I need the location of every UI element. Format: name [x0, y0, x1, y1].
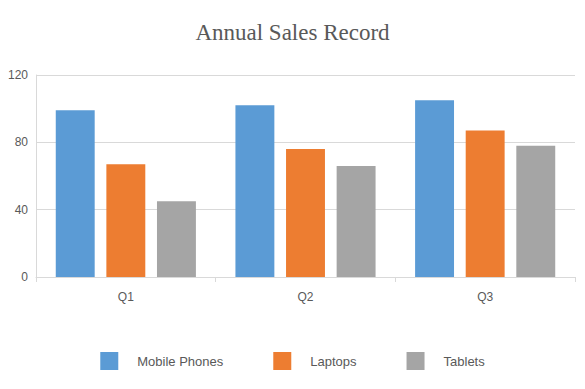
svg-text:0: 0: [21, 270, 28, 284]
svg-text:Tablets: Tablets: [444, 354, 486, 369]
svg-text:Mobile Phones: Mobile Phones: [137, 354, 223, 369]
svg-text:40: 40: [15, 203, 29, 217]
svg-text:Q1: Q1: [118, 290, 134, 304]
svg-text:Q3: Q3: [477, 290, 493, 304]
svg-text:80: 80: [15, 135, 29, 149]
svg-text:Laptops: Laptops: [310, 354, 357, 369]
svg-text:Q2: Q2: [297, 290, 313, 304]
svg-text:120: 120: [8, 68, 28, 82]
svg-text:Annual Sales Record: Annual Sales Record: [195, 20, 390, 45]
